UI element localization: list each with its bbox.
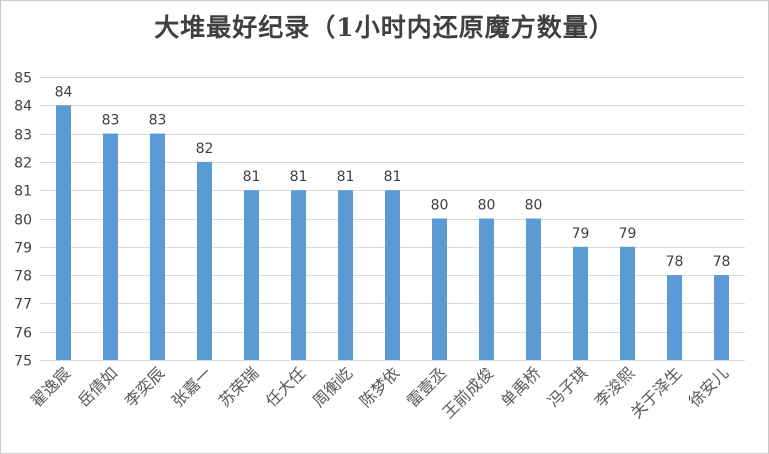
data-label: 83	[149, 113, 167, 129]
data-label: 80	[478, 198, 496, 214]
data-label: 78	[666, 254, 684, 270]
x-category-label: 张嘉一	[168, 363, 215, 410]
x-category-label: 王前成俊	[439, 363, 498, 422]
data-label: 78	[713, 254, 731, 270]
bar	[56, 105, 71, 360]
x-category-label: 苏荣瑞	[215, 363, 262, 410]
x-category-label: 翟逸宸	[27, 363, 74, 410]
y-tick-label: 78	[14, 269, 32, 285]
x-category-label: 陈梦依	[356, 363, 403, 410]
x-category-label: 单禹桥	[497, 363, 544, 410]
bar	[479, 218, 494, 360]
y-tick-label: 83	[14, 128, 32, 144]
y-tick-label: 81	[14, 184, 32, 200]
data-label: 79	[572, 226, 590, 242]
y-tick-label: 75	[14, 354, 32, 370]
x-category-label: 关于泽生	[627, 363, 686, 422]
data-label: 84	[55, 84, 73, 100]
data-label: 81	[290, 169, 308, 185]
chart-title: 大堆最好纪录（1小时内还原魔方数量）	[154, 13, 615, 42]
y-tick-label: 84	[14, 99, 32, 115]
data-label: 79	[619, 226, 637, 242]
bar	[573, 246, 588, 360]
bars	[56, 105, 729, 360]
x-category-label: 任大任	[262, 363, 309, 410]
x-category-label: 徐安儿	[685, 363, 732, 410]
data-labels: 84 83 83 82 81 81 81 81 80 80 80 79 79 78 78	[55, 84, 731, 270]
y-tick-label: 82	[14, 156, 32, 172]
y-tick-label: 80	[14, 213, 32, 229]
y-tick-label: 76	[14, 326, 32, 342]
bar	[103, 133, 118, 360]
y-axis-ticks: 75 76 77 78 79 80 81 82 83 84 85	[14, 71, 32, 370]
x-category-label: 冯子琪	[544, 363, 591, 410]
x-category-label: 周衡屹	[309, 363, 356, 410]
bar	[667, 275, 682, 360]
y-tick-label: 85	[14, 71, 32, 87]
y-tick-label: 77	[14, 297, 32, 313]
x-category-label: 岳倩如	[74, 363, 121, 410]
y-tick-label: 79	[14, 241, 32, 257]
data-label: 83	[102, 113, 120, 129]
bar	[197, 161, 212, 360]
bar	[714, 275, 729, 360]
data-label: 81	[243, 169, 261, 185]
bar	[150, 133, 165, 360]
bar	[291, 190, 306, 360]
bar	[338, 190, 353, 360]
data-label: 81	[337, 169, 355, 185]
data-label: 81	[384, 169, 402, 185]
bar	[432, 218, 447, 360]
bar	[620, 246, 635, 360]
data-label: 80	[431, 198, 449, 214]
bar	[526, 218, 541, 360]
data-label: 82	[196, 141, 214, 157]
x-category-label: 李奕辰	[121, 363, 168, 410]
bar	[244, 190, 259, 360]
data-label: 80	[525, 198, 543, 214]
bar	[385, 190, 400, 360]
